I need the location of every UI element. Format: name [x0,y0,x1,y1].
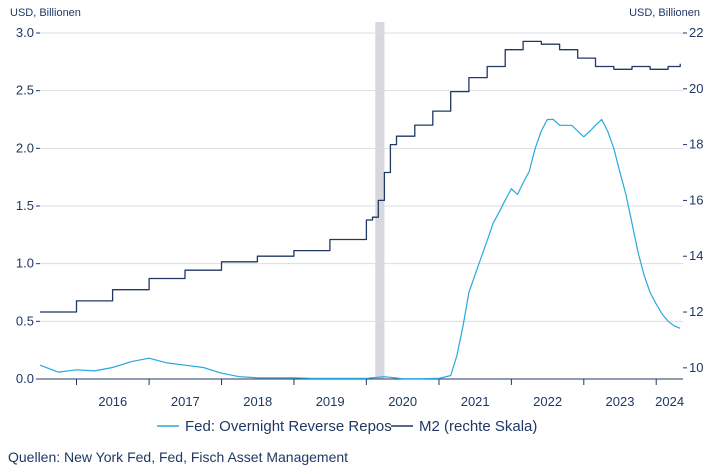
series-line-m2 [40,40,681,313]
y-right-tick-label: 20 [689,81,703,96]
y-left-tick-label: 0.0 [16,371,34,386]
y-right-tick-label: 18 [689,137,703,152]
y-left-tick-label: 2.5 [16,83,34,98]
x-tick-label: 2016 [98,394,127,409]
y-right-unit-label: USD, Billionen [629,7,700,19]
x-tick-label: 2018 [243,394,272,409]
series-line-reverse-repos [39,118,681,380]
y-left-unit-label: USD, Billionen [10,7,81,19]
y-left-tick-label: 3.0 [16,25,34,40]
y-left-tick-label: 1.5 [16,198,34,213]
legend-label: Fed: Overnight Reverse Repos [185,418,392,435]
y-left-tick-label: 2.0 [16,140,34,155]
y-left-tick-label: 1.0 [16,256,34,271]
y-right-tick-label: 14 [689,248,703,263]
x-tick-label: 2019 [316,394,345,409]
x-tick-label: 2022 [533,394,562,409]
x-tick-label: 2021 [461,394,490,409]
source-note: Quellen: New York Fed, Fed, Fisch Asset … [8,449,349,465]
x-tick-label: 2017 [171,394,200,409]
y-right-tick-label: 22 [689,25,703,40]
legend-label: M2 (rechte Skala) [419,418,537,435]
y-right-tick-label: 10 [689,360,703,375]
x-tick-label: 2020 [388,394,417,409]
x-tick-label: 2023 [606,394,635,409]
y-right-tick-label: 16 [689,192,703,207]
y-right-tick-label: 12 [689,304,703,319]
y-left-tick-label: 0.5 [16,313,34,328]
x-tick-label: 2024 [655,394,684,409]
